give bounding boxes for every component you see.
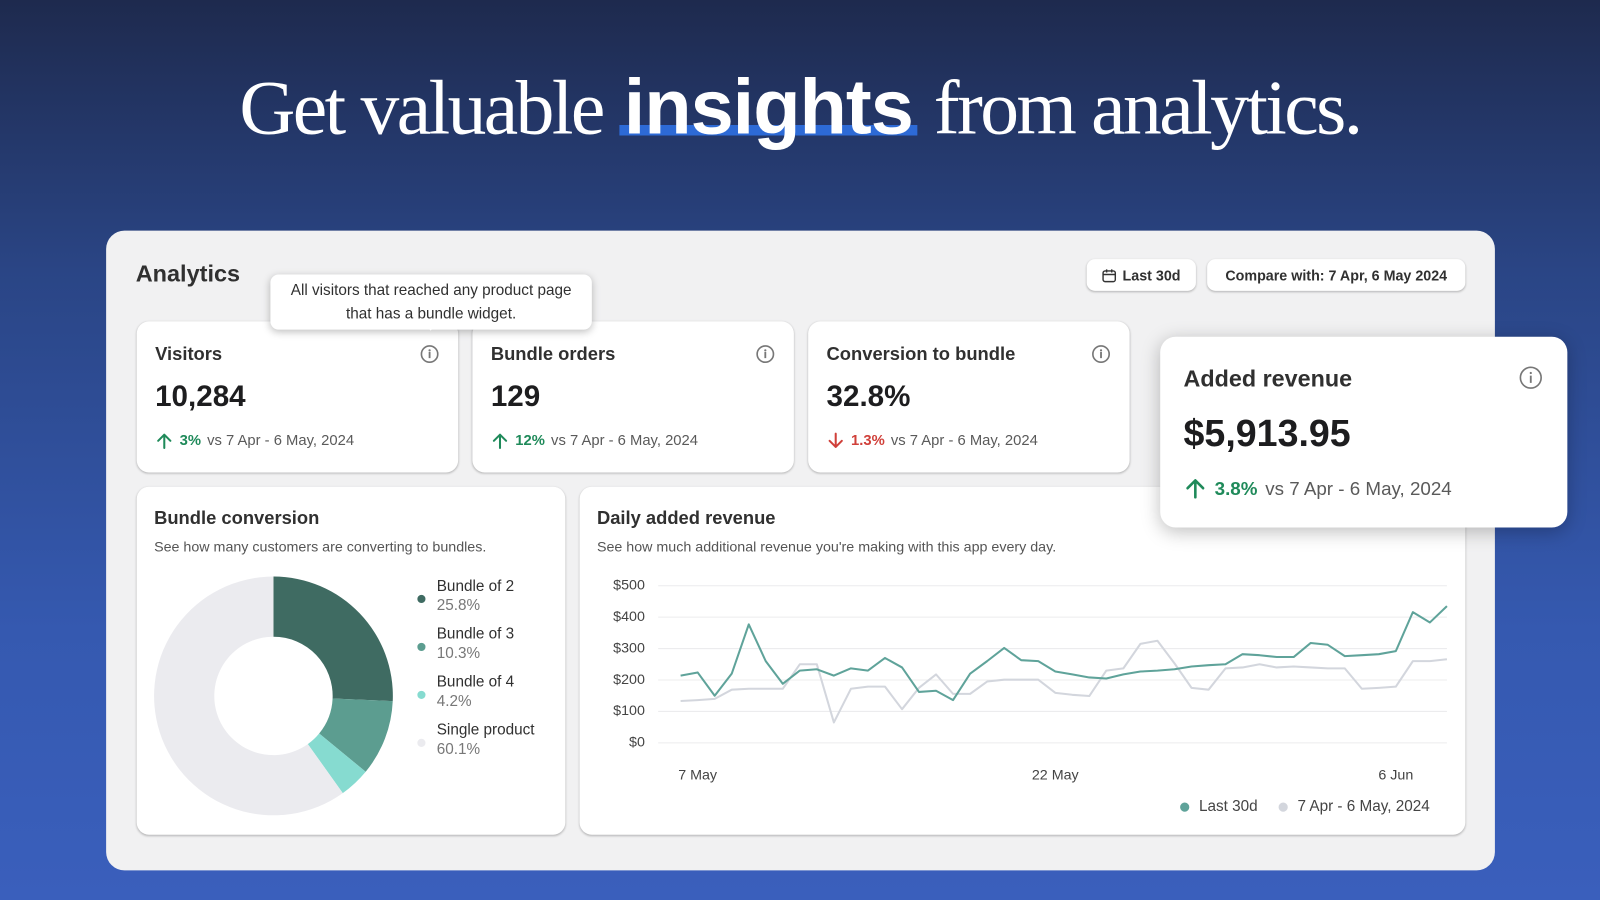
legend-dot <box>417 642 426 652</box>
comparison: vs 7 Apr - 6 May, 2024 <box>551 432 698 449</box>
metric-card: Visitors 10,284 3% vs 7 Apr - 6 May, 2024 <box>136 321 459 473</box>
y-tick-label: $400 <box>613 609 645 625</box>
change-row: 12% vs 7 Apr - 6 May, 2024 <box>491 432 698 450</box>
chart-title: Bundle conversion <box>154 507 319 528</box>
chart-subtitle: See how many customers are converting to… <box>154 540 486 556</box>
date-button[interactable]: Last 30d <box>1086 259 1196 291</box>
legend-dot <box>1180 802 1190 812</box>
headline-text: from analytics. <box>933 65 1363 152</box>
change-value: 3.8% <box>1214 477 1258 499</box>
chart-subtitle: See how much additional revenue you're m… <box>597 540 1056 556</box>
info-dot <box>428 349 431 352</box>
change-value: 12% <box>515 432 545 449</box>
info-circle <box>756 345 775 364</box>
y-tick-label: $0 <box>629 735 645 751</box>
comparison: vs 7 Apr - 6 May, 2024 <box>890 432 1038 449</box>
info-icon[interactable] <box>1519 366 1544 391</box>
pie-slice <box>319 698 393 772</box>
legend-label: Bundle of 4 <box>437 674 515 691</box>
legend-value: 10.3% <box>437 645 481 662</box>
card-title: Added revenue <box>1183 365 1353 392</box>
metric-card: Conversion to bundle 32.8% 1.3% vs 7 Apr - … <box>808 321 1130 473</box>
info-circle <box>420 345 439 364</box>
metric-card: Added revenue $5,913.95 3.8% vs 7 Apr - 6 M… <box>1160 336 1568 528</box>
trend-arrow <box>1186 479 1205 499</box>
change-row: 1.3% vs 7 Apr - 6 May, 2024 <box>827 432 1038 450</box>
card-value: $5,913.95 <box>1183 411 1351 454</box>
arrow-path <box>828 432 843 448</box>
legend-label: Last 30d <box>1199 798 1258 815</box>
button-label: Compare with: 7 Apr, 6 May 2024 <box>1225 266 1448 284</box>
comparison: vs 7 Apr - 6 May, 2024 <box>207 432 355 449</box>
y-tick-label: $200 <box>613 672 645 688</box>
legend-dot <box>417 594 426 604</box>
change-value: 3% <box>179 432 201 449</box>
tooltip-text: All visitors that reached any product pa… <box>290 281 572 323</box>
y-tick-label: $300 <box>613 640 645 656</box>
info-icon[interactable] <box>1091 344 1111 364</box>
tooltip-arrow <box>422 322 439 331</box>
card-title: Conversion to bundle <box>826 343 1016 365</box>
info-dot <box>1529 372 1533 375</box>
legend-label: 7 Apr - 6 May, 2024 <box>1297 798 1430 815</box>
tooltip: All visitors that reached any product pa… <box>270 274 592 330</box>
change-row: 3.8% vs 7 Apr - 6 May, 2024 <box>1184 477 1452 500</box>
legend-dot <box>417 738 426 747</box>
series-line <box>680 639 1448 724</box>
y-tick-label: $100 <box>613 703 645 719</box>
info-icon[interactable] <box>419 344 439 364</box>
card-value: 32.8% <box>826 380 911 414</box>
trend-arrow <box>157 433 172 449</box>
x-tick-label: 22 May <box>1032 767 1080 783</box>
pie-slice <box>273 576 393 702</box>
legend-value: 4.2% <box>437 693 472 710</box>
pie-slice <box>307 733 366 794</box>
trend-arrow <box>492 433 508 449</box>
change-row: 3% vs 7 Apr - 6 May, 2024 <box>155 432 354 450</box>
info-circle <box>1519 367 1543 390</box>
x-tick-label: 6 Jun <box>1378 767 1413 783</box>
change-value: 1.3% <box>851 432 885 449</box>
card-title: Bundle orders <box>490 343 616 365</box>
compare-button[interactable]: Compare with: 7 Apr, 6 May 2024 <box>1207 259 1466 291</box>
info-dot <box>1099 349 1103 352</box>
legend-label: Bundle of 2 <box>437 578 514 595</box>
legend-value: 60.1% <box>437 741 481 758</box>
legend-dot <box>417 690 426 699</box>
legend-value: 25.8% <box>437 597 481 614</box>
legend-label: Bundle of 3 <box>437 626 514 643</box>
chart-title: Daily added revenue <box>597 507 776 528</box>
comparison: vs 7 Apr - 6 May, 2024 <box>1265 477 1452 499</box>
legend-dot <box>1278 802 1288 812</box>
headline-text: Get valuable <box>239 65 605 152</box>
trend-arrow <box>828 432 843 448</box>
arrow-path <box>1186 479 1205 499</box>
panel-title: Analytics <box>135 260 241 287</box>
pie-slice <box>154 576 343 816</box>
series-line <box>680 605 1448 702</box>
card-value: 10,284 <box>155 380 246 414</box>
x-tick-label: 7 May <box>678 767 718 783</box>
arrow-path <box>492 433 508 449</box>
card-value: 129 <box>490 380 541 414</box>
arrow-path <box>157 433 172 449</box>
card-title: Visitors <box>155 343 223 365</box>
calendar-icon <box>1102 268 1117 282</box>
metric-card: Bundle orders 129 12% vs 7 Apr - 6 May, 202… <box>472 321 794 473</box>
button-label: Last 30d <box>1122 266 1181 284</box>
headline-emphasis: insights <box>619 64 917 152</box>
y-tick-label: $500 <box>613 577 645 593</box>
info-circle <box>1092 345 1110 364</box>
legend-label: Single product <box>437 722 536 739</box>
headline: Get valuable insights from analytics. <box>0 63 1600 153</box>
info-icon[interactable] <box>755 344 775 364</box>
info-dot <box>764 349 767 352</box>
